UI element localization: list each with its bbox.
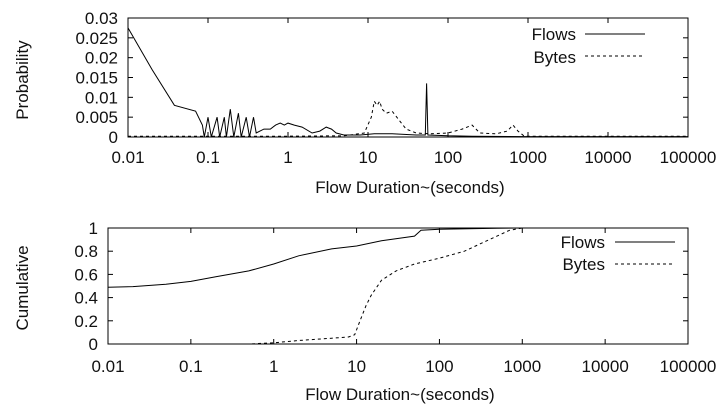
y-tick-label: 0.8 xyxy=(74,242,98,261)
x-tick-label: 100000 xyxy=(660,148,717,167)
x-tick-label: 1 xyxy=(269,357,278,376)
series-line-bytes xyxy=(128,100,688,137)
cumulative-plot-frame xyxy=(107,227,689,345)
x-tick-label: 0.1 xyxy=(196,148,220,167)
y-tick-label: 0.6 xyxy=(74,265,98,284)
y-tick-label: 0 xyxy=(89,335,98,354)
x-tick-label: 100000 xyxy=(660,357,717,376)
series-line-flows xyxy=(127,27,688,138)
y-tick-label: 0.03 xyxy=(85,9,118,28)
x-tick-label: 1000 xyxy=(509,148,547,167)
y-tick-label: 0 xyxy=(109,128,118,147)
y-tick-label: 0.01 xyxy=(85,88,118,107)
legend-label-flows: Flows xyxy=(532,25,576,44)
legend-label-bytes: Bytes xyxy=(562,255,605,274)
probability-plot-frame xyxy=(127,17,689,138)
x-tick-label: 0.01 xyxy=(111,148,144,167)
x-tick-label: 10000 xyxy=(582,357,629,376)
x-tick-label: 1 xyxy=(283,148,292,167)
y-tick-label: 1 xyxy=(89,219,98,238)
x-tick-label: 10 xyxy=(359,148,378,167)
x-axis-label: Flow Duration~(seconds) xyxy=(315,178,504,197)
series-line-flows xyxy=(107,227,688,288)
y-tick-label: 0.005 xyxy=(75,108,118,127)
x-tick-label: 0.01 xyxy=(91,357,124,376)
x-tick-label: 0.1 xyxy=(179,357,203,376)
x-tick-label: 10000 xyxy=(584,148,631,167)
x-tick-label: 100 xyxy=(425,357,453,376)
probability-panel: 0.01 0.1 1 10 100 1000 10000 10000000.0050.010.… xyxy=(13,9,716,197)
x-tick-label: 10 xyxy=(347,357,366,376)
x-axis-label: Flow Duration~(seconds) xyxy=(305,385,494,404)
y-tick-label: 0.2 xyxy=(74,312,98,331)
y-tick-label: 0.02 xyxy=(85,49,118,68)
y-axis-label: Probability xyxy=(13,40,32,120)
y-tick-label: 0.4 xyxy=(74,289,98,308)
series-line-bytes xyxy=(108,227,688,345)
x-tick-label: 1000 xyxy=(503,357,541,376)
legend-label-bytes: Bytes xyxy=(533,48,576,67)
x-tick-label: 100 xyxy=(434,148,462,167)
y-tick-label: 0.025 xyxy=(75,29,118,48)
legend-label-flows: Flows xyxy=(561,233,605,252)
y-axis-label: Cumulative xyxy=(13,245,32,330)
cumulative-panel: 0.01 0.1 1 10 100 1000 10000 100000 0 0.2 0.4 0.6 0.… xyxy=(13,219,716,404)
y-tick-label: 0.015 xyxy=(75,69,118,88)
